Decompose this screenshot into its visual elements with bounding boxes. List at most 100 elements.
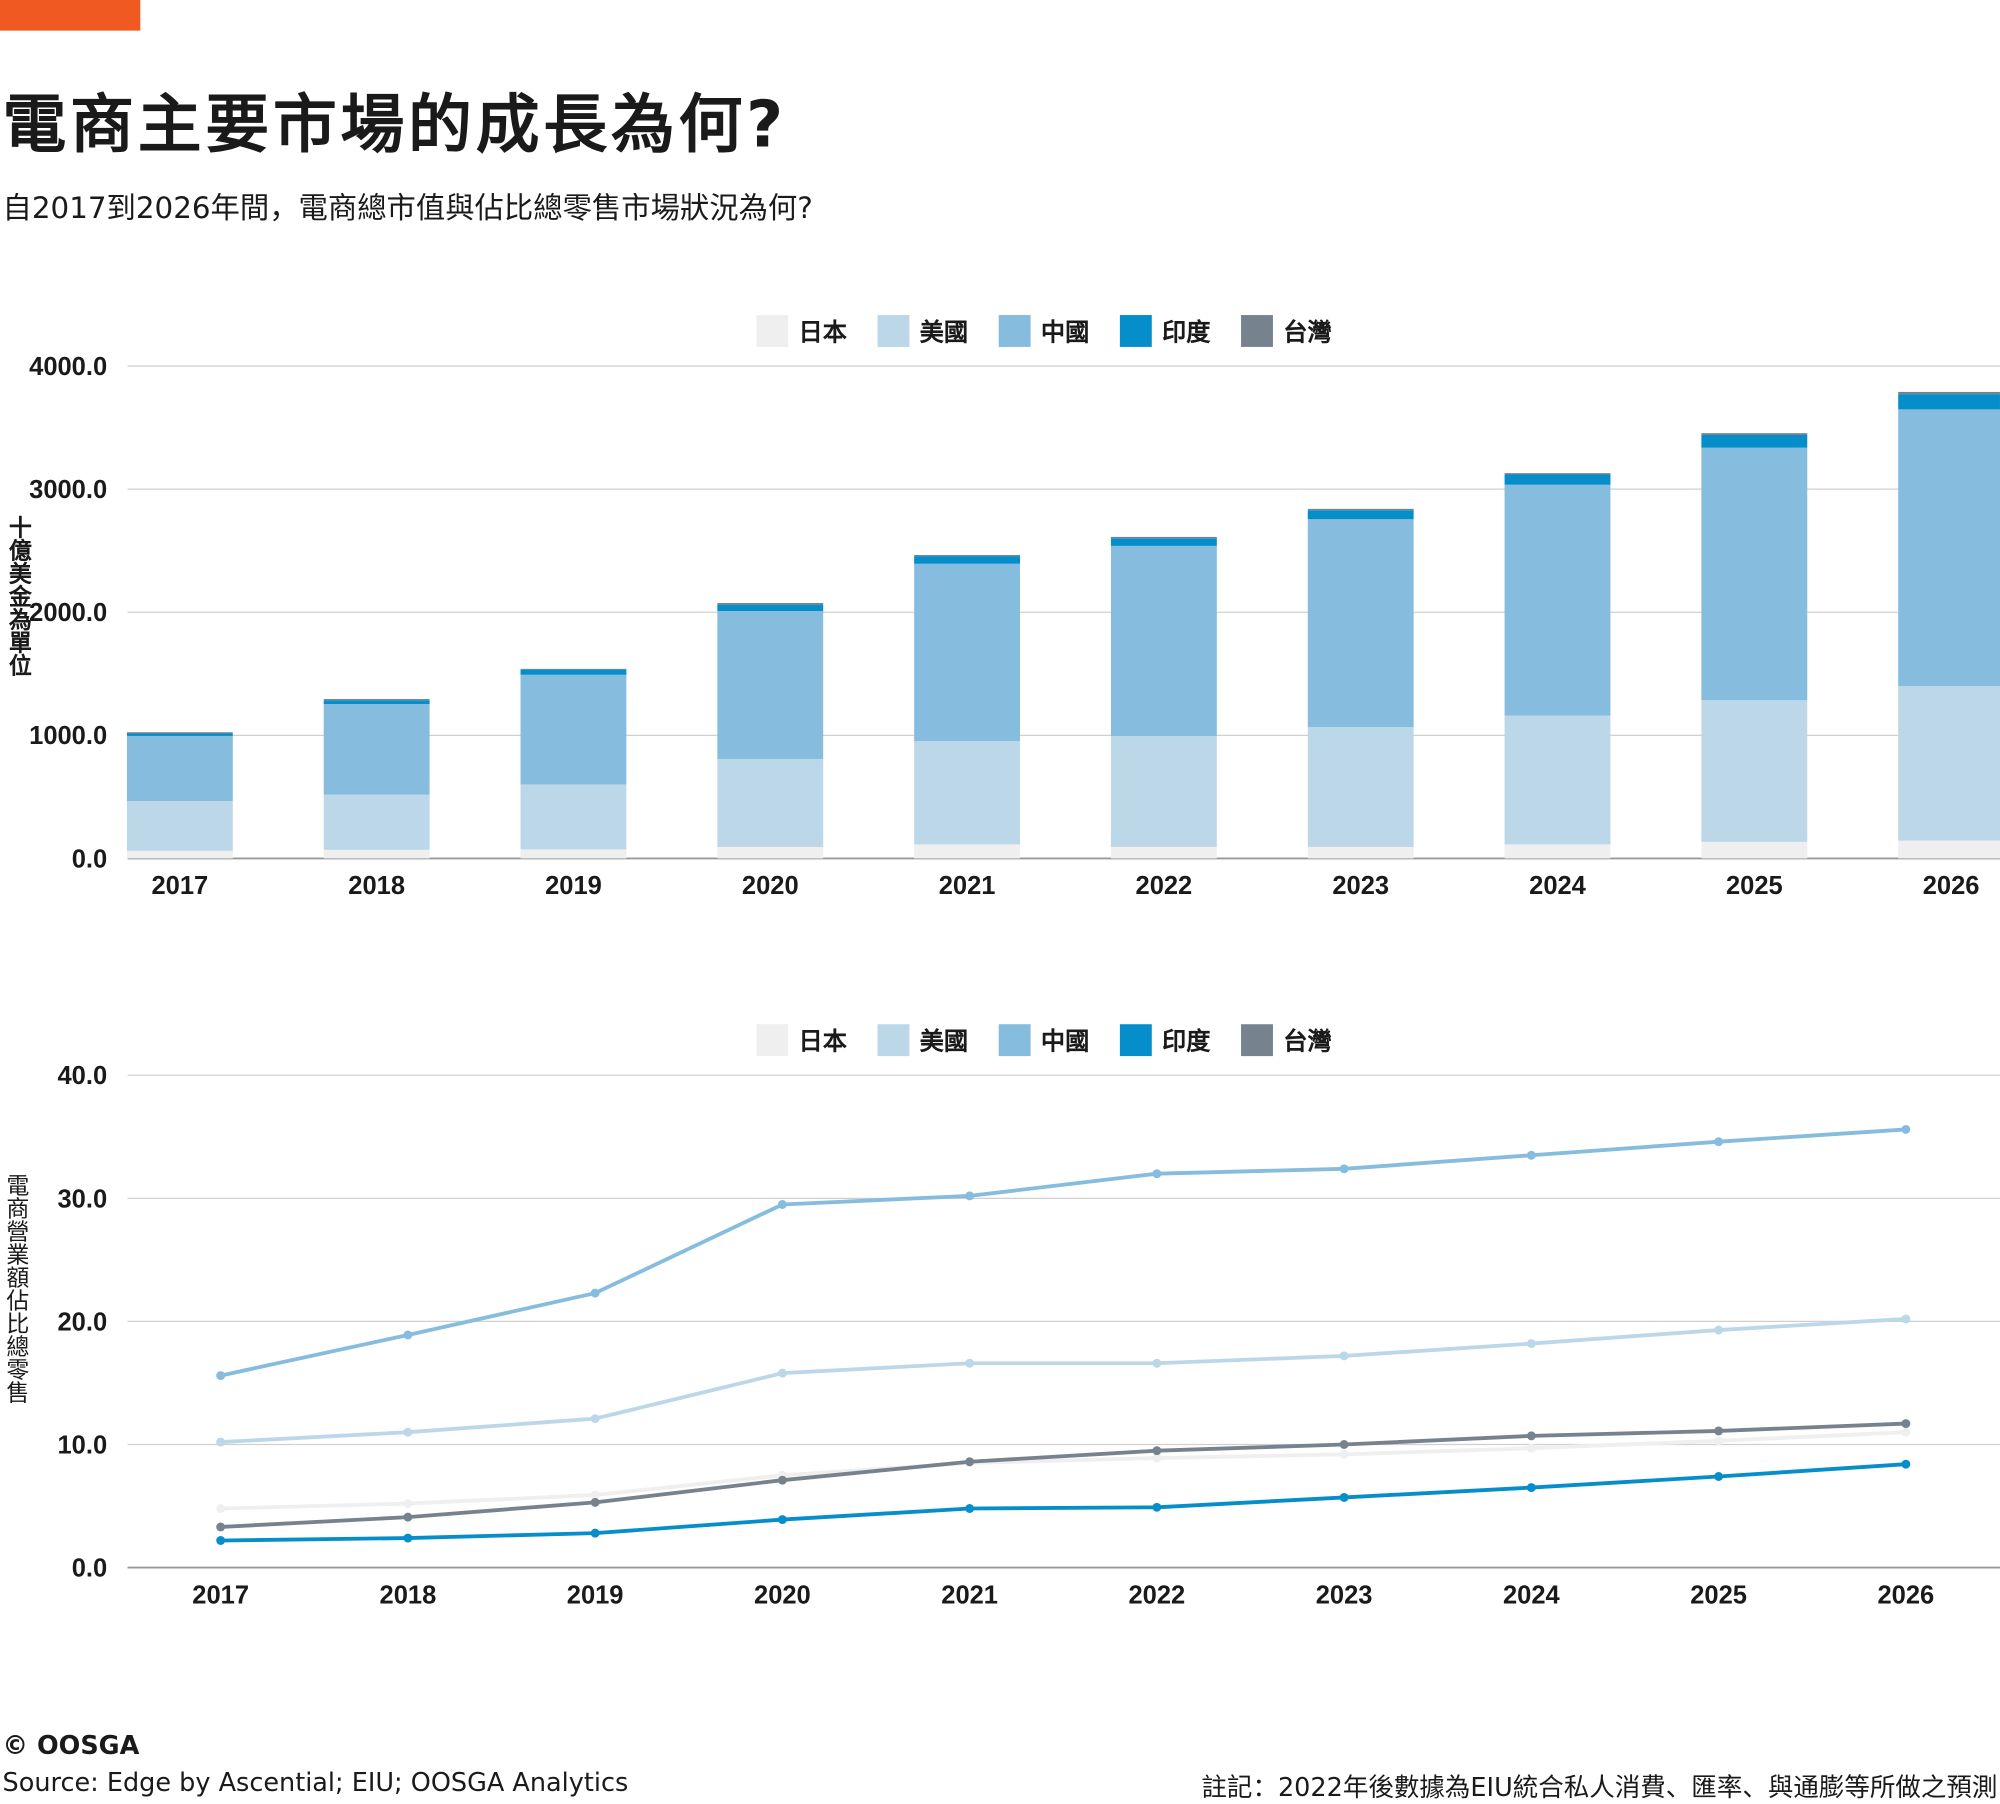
bar-segment-美國 — [323, 794, 430, 850]
x-tick-label: 2023 — [1332, 872, 1389, 900]
legend-swatch — [1119, 1024, 1152, 1057]
bar-segment-印度 — [914, 556, 1021, 564]
legend-swatch — [998, 1024, 1031, 1057]
legend-label: 中國 — [1040, 318, 1090, 347]
legend-swatch — [1119, 315, 1152, 347]
x-tick-label: 2021 — [939, 872, 996, 900]
legend-item: 日本 — [756, 314, 847, 348]
y-tick-label: 1000.0 — [29, 722, 107, 750]
legend-item: 台灣 — [1241, 314, 1332, 348]
data-point-印度 — [1339, 1492, 1349, 1502]
source-text: Source: Edge by Ascential; EIU; OOSGA An… — [2, 1766, 629, 1798]
y-tick-label: 40.0 — [58, 1062, 108, 1090]
x-tick-label: 2020 — [754, 1581, 811, 1609]
line-series-美國 — [220, 1317, 1906, 1444]
page-subtitle: 自2017到2026年間，電商總市值與佔比總零售市場狀況為何? — [2, 192, 813, 226]
line-series-印度 — [220, 1462, 1906, 1543]
data-point-台灣 — [1901, 1419, 1911, 1429]
x-tick-label: 2024 — [1503, 1581, 1561, 1609]
data-point-中國 — [965, 1191, 975, 1201]
bar-segment-美國 — [1504, 715, 1611, 845]
data-point-美國 — [1339, 1351, 1349, 1361]
bar-segment-印度 — [1701, 434, 1808, 448]
bar-segment-台灣 — [717, 603, 824, 605]
x-tick-label: 2026 — [1877, 1581, 1934, 1609]
data-point-台灣 — [1339, 1440, 1349, 1449]
data-point-中國 — [590, 1288, 600, 1298]
bar-segment-美國 — [1701, 700, 1808, 842]
data-point-美國 — [403, 1427, 413, 1437]
data-point-台灣 — [216, 1522, 226, 1532]
y-tick-label: 4000.0 — [29, 353, 107, 381]
bar-segment-日本 — [520, 849, 627, 859]
data-point-中國 — [403, 1330, 413, 1340]
line-series-中國 — [220, 1127, 1906, 1378]
data-point-中國 — [1152, 1169, 1162, 1179]
data-point-日本 — [590, 1490, 600, 1500]
bar-segment-日本 — [126, 850, 233, 859]
legend-item: 印度 — [1119, 314, 1211, 348]
data-point-中國 — [777, 1200, 787, 1209]
bar-segment-中國 — [717, 611, 824, 759]
bar-segment-日本 — [1307, 846, 1414, 859]
legend-label: 美國 — [919, 318, 969, 347]
bar-segment-印度 — [1504, 474, 1611, 485]
legend-item: 中國 — [998, 1023, 1090, 1057]
bar-segment-美國 — [717, 758, 824, 847]
page-title: 電商主要市場的成長為何? — [2, 88, 788, 162]
data-point-台灣 — [403, 1512, 413, 1522]
bar-segment-印度 — [717, 604, 824, 612]
bar-segment-美國 — [1110, 735, 1217, 847]
legend-item: 日本 — [756, 1023, 847, 1057]
data-point-台灣 — [1152, 1446, 1162, 1456]
copyright: © OOSGA — [2, 1729, 140, 1761]
x-tick-label: 2025 — [1690, 1581, 1747, 1609]
x-tick-label: 2018 — [348, 872, 405, 900]
accent-bar — [0, 0, 141, 31]
data-point-美國 — [590, 1414, 600, 1424]
bar-segment-日本 — [323, 849, 430, 859]
bar-segment-美國 — [126, 801, 233, 851]
legend-label: 中國 — [1040, 1028, 1090, 1057]
bar-segment-中國 — [1504, 484, 1611, 716]
legend-label: 美國 — [919, 1028, 969, 1057]
bar-segment-中國 — [126, 735, 233, 802]
data-point-美國 — [216, 1437, 226, 1447]
legend-item: 美國 — [877, 314, 969, 348]
data-point-日本 — [1901, 1427, 1911, 1437]
bar-segment-台灣 — [1110, 536, 1217, 539]
y-tick-label: 0.0 — [72, 1555, 107, 1583]
x-tick-label: 2020 — [742, 872, 799, 900]
bar-segment-美國 — [1307, 727, 1414, 847]
bar-segment-日本 — [1898, 840, 2000, 859]
data-point-中國 — [1714, 1137, 1724, 1147]
bar-segment-印度 — [126, 733, 233, 736]
legend-label: 日本 — [798, 1028, 847, 1057]
bar-segment-台灣 — [1504, 473, 1611, 475]
bar-segment-美國 — [914, 741, 1021, 845]
data-point-美國 — [1526, 1339, 1536, 1349]
footnote: 註記：2022年後數據為EIU統合私人消費、匯率、與通膨等所做之預測 — [1201, 1771, 1998, 1803]
data-point-日本 — [1526, 1443, 1536, 1453]
legend-swatch — [998, 315, 1031, 347]
data-point-台灣 — [965, 1457, 975, 1467]
bar-segment-台灣 — [1701, 433, 1808, 435]
y-tick-label: 30.0 — [58, 1185, 108, 1213]
data-point-印度 — [216, 1536, 226, 1545]
bar-segment-中國 — [1307, 519, 1414, 728]
x-tick-label: 2021 — [941, 1581, 998, 1609]
bar-segment-日本 — [914, 844, 1021, 859]
line-chart: 0.0 10.0 20.0 30.0 40.0 2017 2018 2019 2020 2021 2… — [58, 1062, 2000, 1609]
bar-segment-台灣 — [1898, 391, 2000, 395]
x-tick-label: 2022 — [1136, 872, 1193, 900]
x-tick-label: 2017 — [151, 872, 208, 900]
line-series-台灣 — [220, 1421, 1906, 1529]
legend-item: 中國 — [998, 314, 1090, 348]
y-tick-label: 3000.0 — [29, 476, 107, 504]
legend-swatch — [1241, 315, 1274, 347]
bar-segment-台灣 — [914, 555, 1021, 557]
legend-label: 日本 — [798, 318, 847, 347]
data-point-日本 — [216, 1504, 226, 1513]
data-point-印度 — [1901, 1459, 1911, 1469]
x-tick-label: 2019 — [567, 1581, 624, 1609]
